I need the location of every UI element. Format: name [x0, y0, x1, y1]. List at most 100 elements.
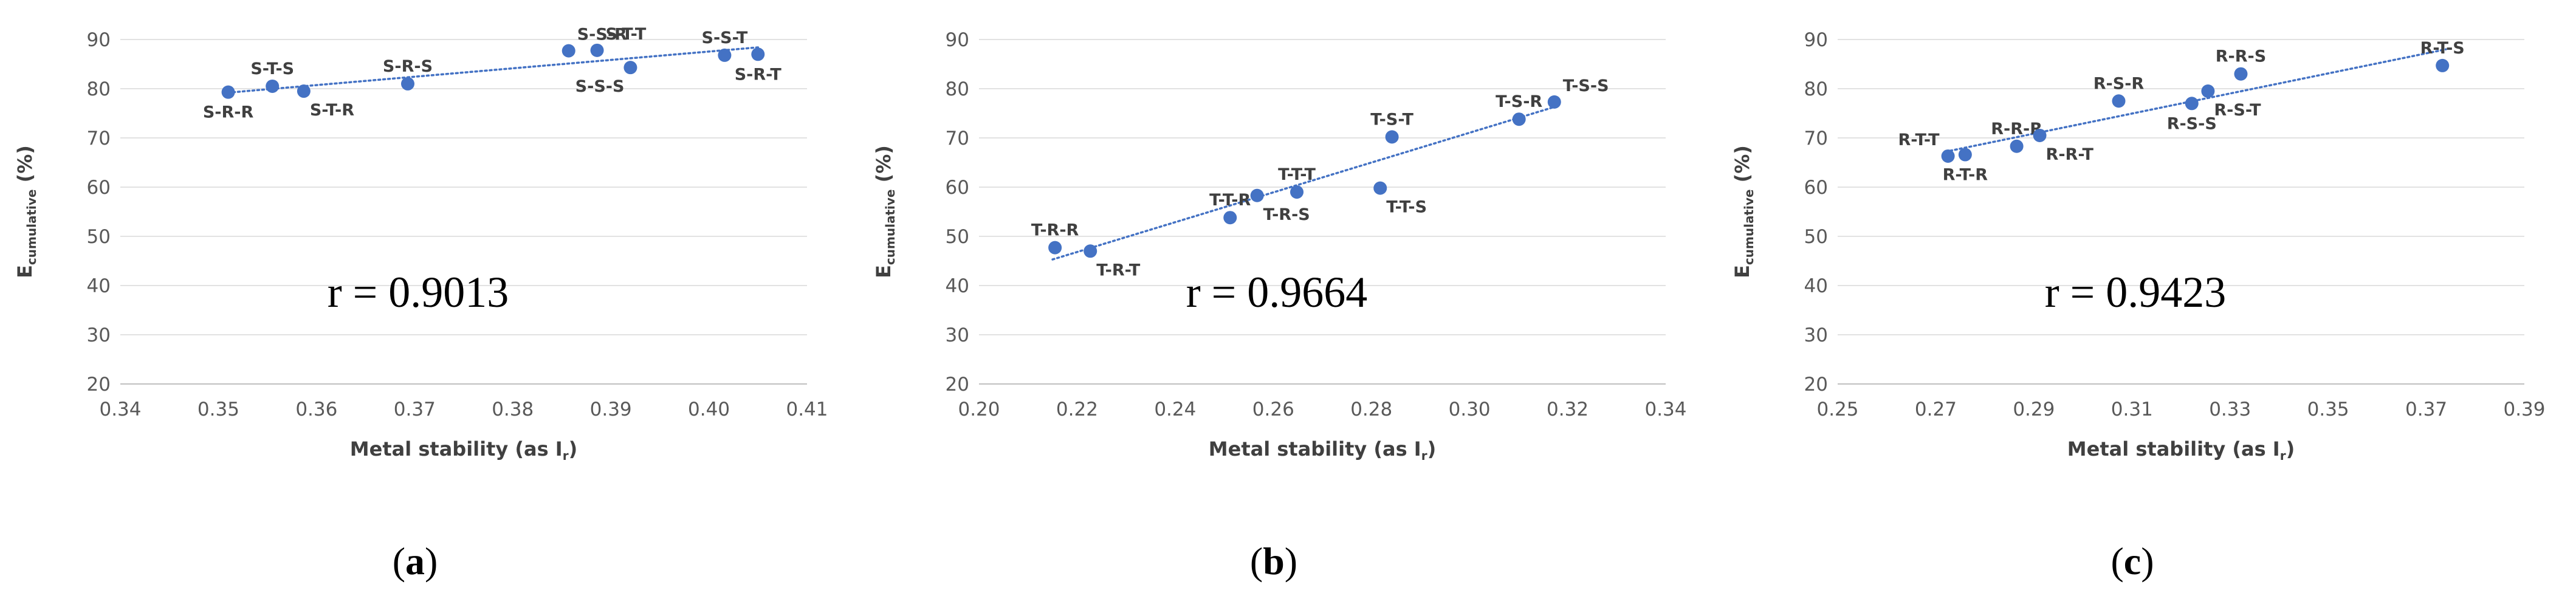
- y-axis-title: Ecumulative (%): [1731, 145, 1756, 278]
- x-tick-label: 0.38: [492, 399, 534, 420]
- x-tick-label: 0.28: [1350, 399, 1392, 420]
- x-tick-label: 0.34: [1644, 399, 1686, 420]
- data-point-label: S-S-S: [575, 77, 625, 96]
- y-tick-label: 20: [946, 374, 969, 396]
- data-point: [1048, 241, 1062, 255]
- x-axis-title: Metal stability (as Ir): [1209, 437, 1436, 463]
- data-point-label: T-R-S: [1263, 205, 1310, 224]
- x-tick-label: 0.34: [99, 399, 141, 420]
- x-tick-label: 0.37: [2405, 399, 2447, 420]
- y-tick-label: 90: [946, 29, 969, 51]
- data-point: [1941, 149, 1955, 163]
- data-point: [297, 84, 311, 98]
- data-point-label: S-T-T: [606, 25, 647, 44]
- x-tick-label: 0.39: [2503, 399, 2545, 420]
- y-tick-label: 70: [946, 128, 969, 149]
- data-point: [1223, 211, 1237, 225]
- y-axis-title: Ecumulative (%): [13, 145, 39, 278]
- data-point: [2010, 139, 2024, 153]
- scatter-chart-a: 20 30 40 50 60 70 80 90 0.34 0.35 0.36 0.37 0.38 0.39…: [13, 25, 828, 583]
- x-tick-label: 0.40: [688, 399, 730, 420]
- data-point: [590, 43, 604, 57]
- data-point: [2185, 97, 2199, 111]
- y-tick-label: 20: [1804, 374, 1828, 396]
- data-point-label: T-T-T: [1278, 165, 1316, 184]
- correlation-annotation: r = 0.9664: [1186, 268, 1368, 317]
- data-point-label: S-T-R: [310, 101, 354, 120]
- data-point: [1385, 130, 1399, 144]
- x-axis-title: Metal stability (as Ir): [350, 437, 577, 463]
- scatter-chart-b: 20 30 40 50 60 70 80 90 0.20 0.22 0.24 0.26 0.28 0.30…: [872, 29, 1687, 583]
- panel-caption: (b): [1250, 539, 1297, 583]
- data-point: [718, 48, 732, 62]
- trendline: [227, 46, 760, 94]
- y-tick-label: 20: [87, 374, 111, 396]
- data-point: [751, 47, 765, 61]
- y-tick-label: 40: [946, 275, 969, 297]
- data-point: [2234, 67, 2248, 81]
- x-tick-label: 0.36: [295, 399, 337, 420]
- data-point-label: T-S-T: [1370, 110, 1413, 129]
- y-tick-label: 50: [1804, 226, 1828, 248]
- data-point: [1290, 185, 1304, 199]
- y-tick-label: 70: [87, 128, 111, 149]
- data-point: [562, 44, 575, 58]
- x-tick-label: 0.25: [1816, 399, 1858, 420]
- x-tick-label: 0.41: [786, 399, 828, 420]
- data-point-label: S-R-R: [203, 103, 254, 122]
- data-point-label: R-T-R: [1943, 166, 1988, 185]
- data-point: [2033, 128, 2047, 142]
- y-tick-label: 90: [1804, 29, 1828, 51]
- y-tick-label: 90: [87, 29, 111, 51]
- data-point: [1547, 95, 1561, 109]
- data-point: [1250, 188, 1264, 202]
- data-point: [2201, 84, 2215, 98]
- data-point-label: R-T-S: [2420, 39, 2465, 58]
- x-tick-label: 0.29: [2013, 399, 2055, 420]
- correlation-annotation: r = 0.9423: [2045, 268, 2227, 317]
- data-point-label: R-S-R: [2093, 74, 2145, 93]
- data-point-label: S-S-T: [702, 29, 748, 47]
- data-point-label: R-T-T: [1898, 131, 1940, 149]
- x-tick-label: 0.22: [1056, 399, 1098, 420]
- x-tick-label: 0.31: [2111, 399, 2153, 420]
- x-axis-title: Metal stability (as Ir): [2067, 437, 2295, 463]
- scatter-chart-c: 20 30 40 50 60 70 80 90 0.25 0.27 0.29 0.31 0.33 0.35…: [1731, 29, 2546, 583]
- x-tick-label: 0.37: [394, 399, 436, 420]
- y-tick-label: 30: [1804, 324, 1828, 346]
- data-point: [1084, 244, 1097, 258]
- y-tick-label: 80: [87, 78, 111, 100]
- y-tick-label: 40: [87, 275, 111, 297]
- y-tick-label: 80: [946, 78, 969, 100]
- data-point-label: T-R-R: [1031, 221, 1079, 240]
- y-tick-label: 60: [946, 177, 969, 199]
- data-point-label: T-T-R: [1209, 191, 1251, 210]
- y-axis-title: Ecumulative (%): [872, 145, 898, 278]
- data-point: [266, 79, 280, 93]
- data-point-label: T-S-S: [1563, 77, 1609, 95]
- data-point-label: T-T-S: [1386, 198, 1427, 217]
- data-point-label: R-R-T: [2046, 145, 2094, 164]
- data-point: [221, 85, 235, 99]
- y-tick-label: 30: [946, 324, 969, 346]
- panel-c: 20 30 40 50 60 70 80 90 0.25 0.27 0.29 0.31 0.33 0.35…: [1717, 0, 2576, 596]
- data-point-label: S-R-T: [735, 65, 782, 84]
- y-tick-label: 40: [1804, 275, 1828, 297]
- x-tick-label: 0.26: [1252, 399, 1294, 420]
- y-tick-label: 60: [1804, 177, 1828, 199]
- y-tick-label: 80: [1804, 78, 1828, 100]
- data-point-label: R-S-T: [2214, 101, 2261, 120]
- x-tick-label: 0.27: [1915, 399, 1957, 420]
- data-point-label: S-S-R: [577, 26, 627, 44]
- data-point-label: T-S-R: [1496, 92, 1542, 111]
- data-point: [1512, 112, 1526, 126]
- data-point: [2112, 94, 2126, 108]
- y-tick-label: 50: [946, 226, 969, 248]
- y-tick-label: 50: [87, 226, 111, 248]
- x-tick-label: 0.33: [2209, 399, 2251, 420]
- y-tick-label: 30: [87, 324, 111, 346]
- data-point-label: R-S-S: [2167, 114, 2217, 133]
- x-tick-label: 0.35: [2307, 399, 2349, 420]
- data-point: [1373, 181, 1387, 195]
- panel-b: 20 30 40 50 60 70 80 90 0.20 0.22 0.24 0.26 0.28 0.30…: [859, 0, 1717, 596]
